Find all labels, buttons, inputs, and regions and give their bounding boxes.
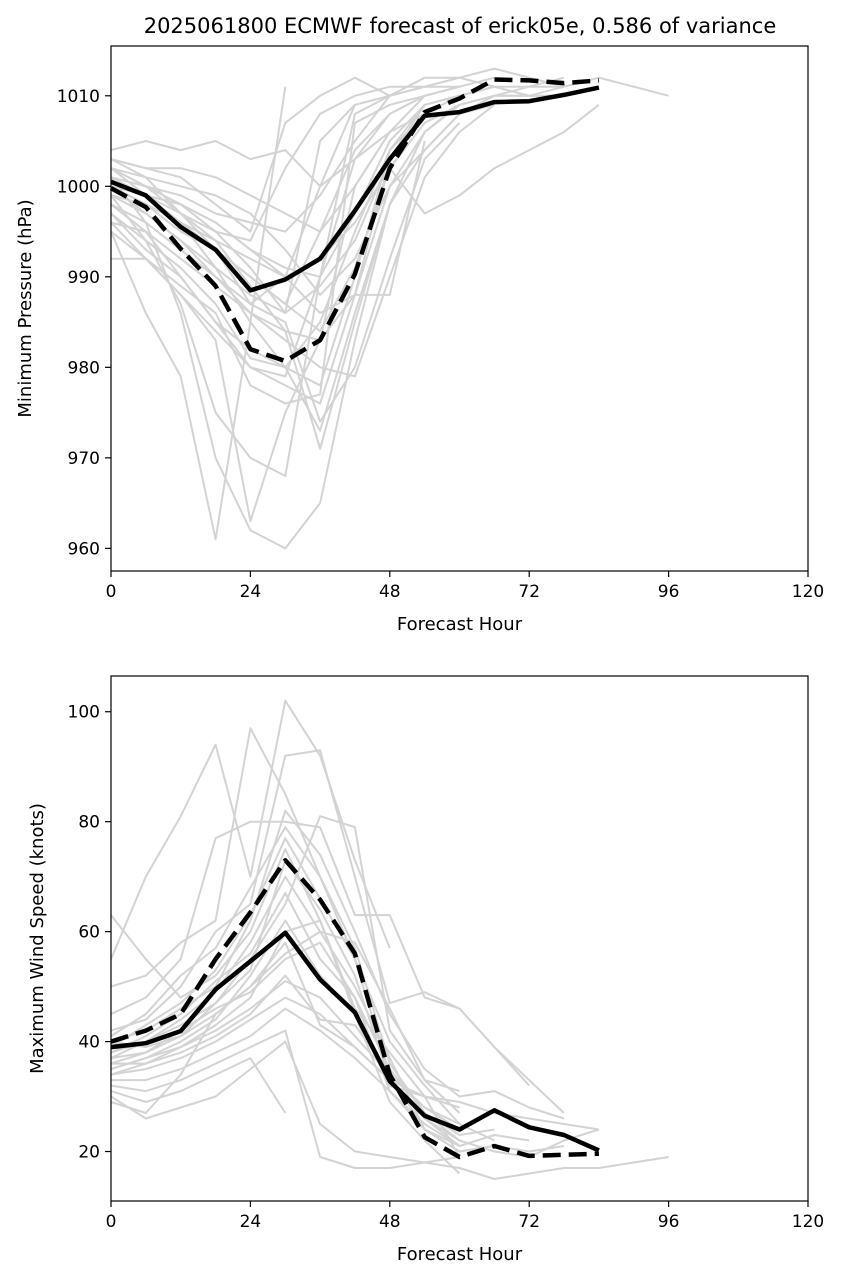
pressure-member-line	[110, 104, 356, 314]
pressure-x-tick-label: 120	[792, 582, 824, 602]
wind-member-line	[110, 826, 461, 1142]
pressure-member-line	[110, 140, 426, 342]
pressure-chart: 0 24 48 72 96 120 960 970 980 990 1000 1010 Foreca…	[15, 45, 824, 635]
pressure-member-line	[111, 85, 460, 405]
pressure-member-line	[110, 104, 461, 550]
pressure-series	[109, 77, 600, 364]
pressure-member-line	[110, 122, 461, 423]
pressure-solid-line	[110, 85, 600, 293]
wind-ensemble-members	[110, 699, 669, 1180]
pressure-axes-frame	[110, 45, 809, 572]
wind-member-line	[110, 749, 530, 1087]
pressure-x-tick-label: 0	[106, 582, 117, 602]
pressure-member-line	[110, 76, 495, 242]
pressure-y-tick-label: 980	[68, 358, 100, 378]
pressure-dashed-line	[109, 77, 600, 364]
pressure-ensemble-members	[110, 67, 669, 550]
wind-y-tick-label: 80	[78, 813, 100, 833]
wind-y-axis: 20 40 60 80 100	[68, 703, 111, 1163]
wind-member-line	[110, 699, 391, 960]
wind-solid-line	[110, 930, 600, 1153]
pressure-y-tick-label: 970	[68, 449, 100, 469]
wind-member-line	[110, 1057, 287, 1114]
wind-member-line	[110, 727, 461, 1125]
chart-title: 2025061800 ECMWF forecast of erick05e, 0…	[144, 14, 777, 38]
wind-x-tick-label: 24	[240, 1212, 262, 1232]
pressure-member-line	[110, 131, 391, 305]
wind-y-tick-label: 100	[68, 703, 100, 723]
wind-member-line	[110, 875, 460, 1147]
wind-y-tick-label: 60	[78, 923, 100, 943]
pressure-member-line	[110, 94, 426, 378]
pressure-y-tick-label: 1010	[57, 87, 100, 107]
wind-member-line	[111, 974, 495, 1142]
pressure-x-axis: 0 24 48 72 96 120	[106, 571, 824, 602]
wind-y-tick-label: 40	[78, 1033, 100, 1053]
wind-x-tick-label: 96	[658, 1212, 680, 1232]
pressure-x-tick-label: 24	[240, 582, 262, 602]
pressure-y-tick-label: 960	[68, 539, 100, 559]
wind-member-line	[110, 930, 461, 1114]
pressure-y-axis-label: Minimum Pressure (hPa)	[15, 199, 36, 417]
wind-member-line	[110, 859, 530, 1147]
wind-member-line	[111, 1007, 461, 1147]
pressure-member-line	[110, 85, 565, 333]
wind-member-line	[110, 815, 460, 1093]
pressure-member-line	[110, 94, 460, 278]
wind-member-line	[110, 1029, 460, 1169]
wind-x-axis: 0 24 48 72 96 120	[106, 1201, 824, 1232]
wind-member-line	[110, 919, 461, 1175]
pressure-member-line	[110, 76, 495, 233]
wind-series	[110, 857, 600, 1160]
wind-x-tick-label: 120	[792, 1212, 824, 1232]
wind-member-line	[110, 1040, 669, 1180]
pressure-member-line	[110, 76, 425, 233]
wind-member-line	[110, 848, 460, 1109]
pressure-x-axis-label: Forecast Hour	[397, 614, 523, 635]
pressure-member-line	[110, 104, 600, 278]
pressure-y-tick-label: 990	[68, 268, 100, 288]
wind-x-tick-label: 48	[379, 1212, 401, 1232]
wind-axes-frame	[110, 675, 809, 1202]
wind-x-tick-label: 72	[518, 1212, 540, 1232]
pressure-x-tick-label: 72	[518, 582, 540, 602]
pressure-y-tick-label: 1000	[57, 177, 100, 197]
pressure-member-line	[110, 86, 287, 541]
wind-y-axis-label: Maximum Wind Speed (knots)	[27, 803, 48, 1074]
pressure-x-tick-label: 48	[379, 582, 401, 602]
pressure-y-axis: 960 970 980 990 1000 1010	[57, 87, 111, 559]
wind-chart: 0 24 48 72 96 120 20 40 60 80 100 Forecast Hour M…	[27, 675, 824, 1265]
wind-member-line	[110, 941, 600, 1131]
pressure-member-line	[110, 85, 460, 233]
pressure-member-line	[110, 94, 495, 432]
wind-x-axis-label: Forecast Hour	[397, 1244, 523, 1265]
pressure-member-line	[110, 67, 669, 477]
wind-dashed-line	[110, 857, 599, 1160]
wind-x-tick-label: 0	[106, 1212, 117, 1232]
pressure-x-tick-label: 96	[658, 582, 680, 602]
wind-y-tick-label: 20	[78, 1143, 100, 1163]
